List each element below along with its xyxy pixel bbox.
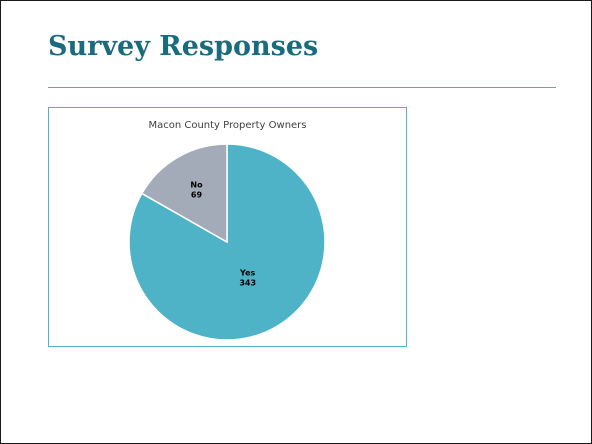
chart-frame[interactable]: Macon County Property Owners Yes 343 No 69 [48,107,407,347]
slice-label-value: 69 [191,190,203,199]
chart-title: Macon County Property Owners [148,120,307,131]
slice-label-category: Yes [239,269,255,278]
slice-label-value: 343 [239,279,256,288]
pie-slice-no[interactable] [140,143,228,244]
slice-label-category: No [190,180,203,189]
title-divider [48,87,556,88]
slide-title: Survey Responses [48,31,319,62]
